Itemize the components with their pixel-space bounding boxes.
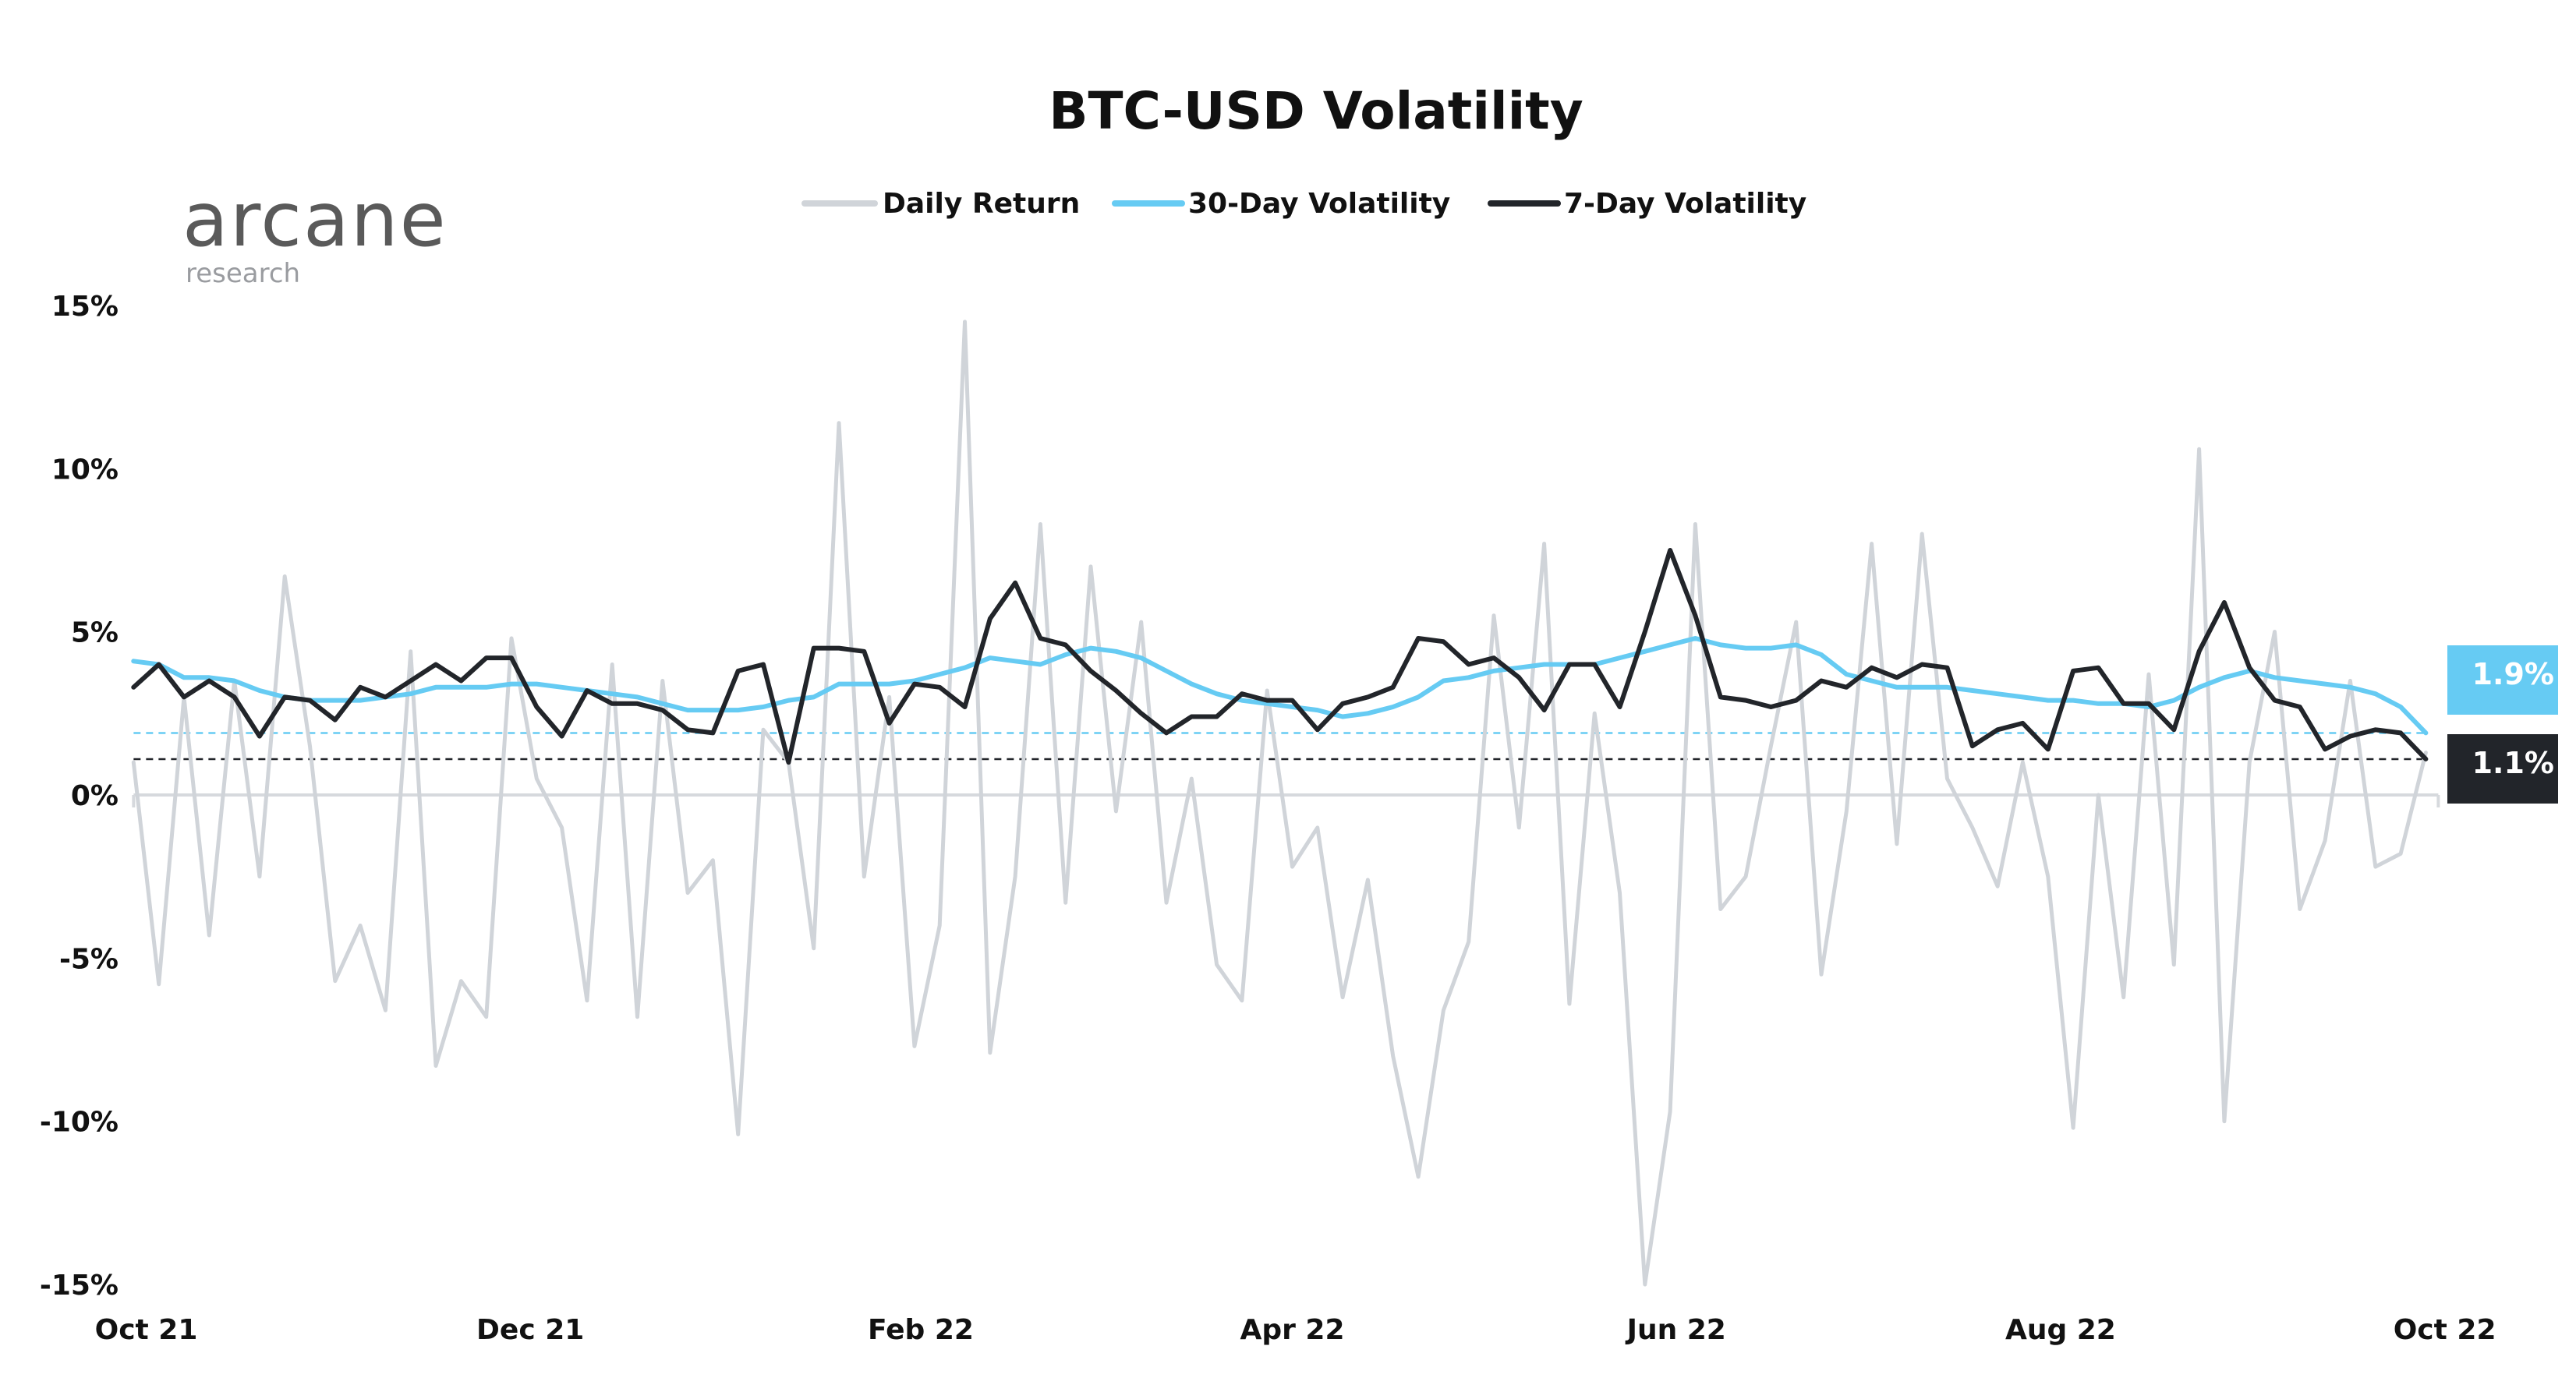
legend-label-7-day: 7-Day Volatility <box>1564 188 1806 220</box>
last-value-label: 1.9% <box>2472 657 2554 691</box>
last-value-label: 1.1% <box>2472 746 2554 780</box>
y-tick-label: -10% <box>40 1107 119 1139</box>
plot-area <box>131 320 2440 1287</box>
x-tick-label: Dec 21 <box>476 1314 584 1346</box>
x-tick-label: Apr 22 <box>1240 1314 1345 1346</box>
series-line-30-day-volatility <box>131 636 2429 736</box>
y-tick-label: 15% <box>51 291 119 323</box>
last-value-badge <box>2447 734 2558 804</box>
y-tick-label: -15% <box>40 1270 119 1302</box>
x-tick-label: Feb 22 <box>868 1314 974 1346</box>
series-line-daily-return <box>131 320 2428 1287</box>
legend-label-30-day: 30-Day Volatility <box>1188 188 1450 220</box>
x-axis: Oct 21 Dec 21 Feb 22 Apr 22 Jun 22 Aug 22 Oct … <box>95 1314 2496 1346</box>
arcane-logo: arcane research <box>182 176 448 289</box>
x-tick-label: Oct 21 <box>95 1314 198 1346</box>
y-tick-label: 10% <box>51 454 119 486</box>
y-axis: 15% 10% 5% 0% -5% -10% -15% <box>40 291 119 1302</box>
x-tick-label: Jun 22 <box>1625 1314 1726 1346</box>
logo-wordmark: arcane <box>182 176 448 263</box>
y-tick-label: -5% <box>59 943 119 975</box>
legend: Daily Return 30-Day Volatility 7-Day Vol… <box>801 188 1806 220</box>
y-tick-label: 5% <box>71 617 119 649</box>
last-value-badges: 1.9% 1.1% <box>2447 645 2558 804</box>
chart-title: BTC-USD Volatility <box>1049 81 1583 141</box>
last-value-badge <box>2447 645 2558 715</box>
y-tick-label: 0% <box>71 780 119 812</box>
x-tick-label: Aug 22 <box>2005 1314 2116 1346</box>
legend-label-daily-return: Daily Return <box>883 188 1080 220</box>
logo-subtitle: research <box>186 258 300 289</box>
series-line-7-day-volatility <box>131 548 2429 765</box>
x-tick-label: Oct 22 <box>2394 1314 2496 1346</box>
